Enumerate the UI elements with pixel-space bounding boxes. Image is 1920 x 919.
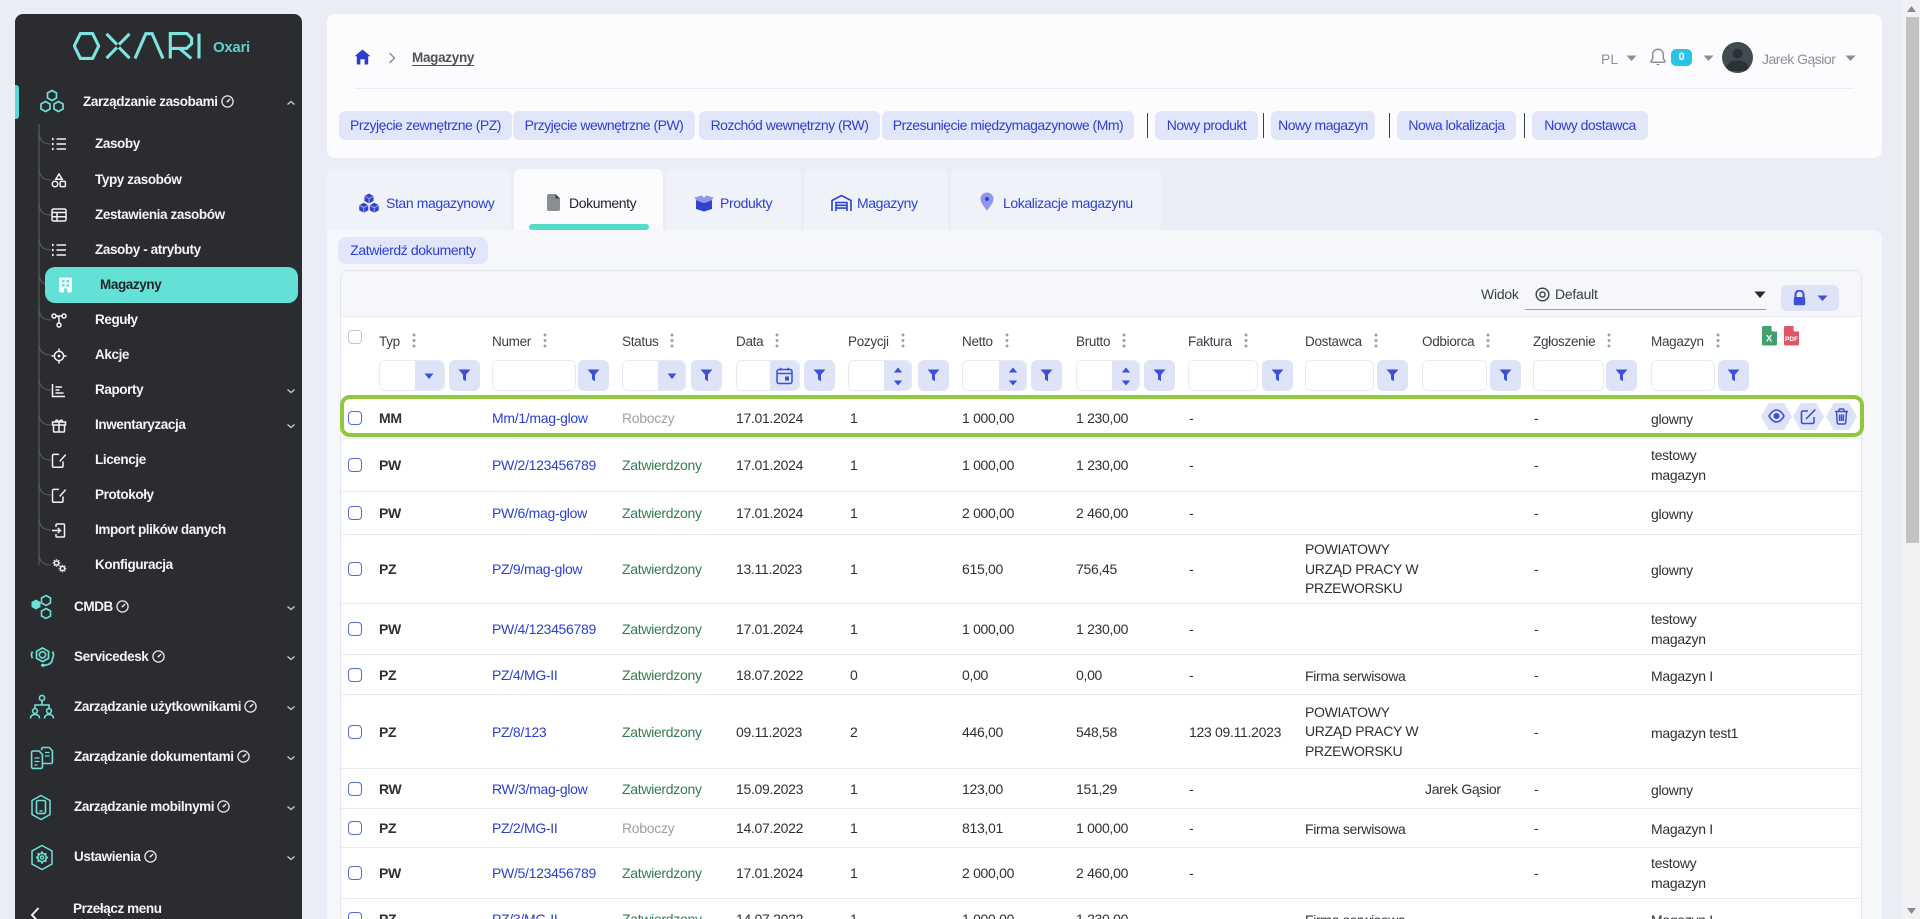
svg-text:PDF: PDF xyxy=(1785,336,1798,343)
svg-text:X: X xyxy=(1766,334,1773,345)
